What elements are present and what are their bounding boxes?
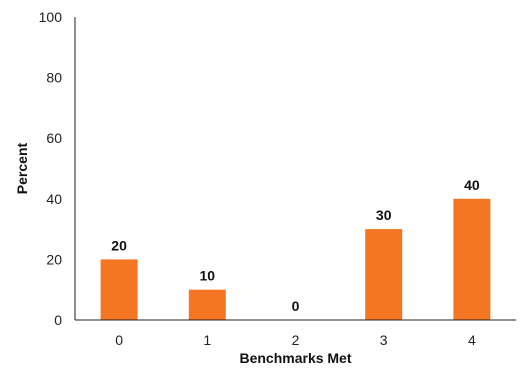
x-tick-label: 4 [468, 332, 476, 348]
bar [100, 259, 138, 320]
y-tick-label: 100 [39, 9, 63, 25]
y-tick-label: 60 [46, 130, 62, 146]
x-axis-ticks: 0 1 2 3 4 [115, 332, 476, 348]
x-tick-label: 3 [380, 332, 388, 348]
bar-data-label: 10 [200, 268, 216, 284]
x-tick-label: 2 [292, 332, 300, 348]
bar-data-label: 0 [292, 298, 300, 314]
bars [100, 198, 491, 320]
y-tick-label: 20 [46, 251, 62, 267]
bar-data-label: 30 [376, 207, 392, 223]
y-tick-label: 80 [46, 70, 62, 86]
bar-data-label: 20 [111, 237, 127, 253]
bar [453, 198, 491, 320]
bar [365, 229, 403, 320]
data-labels: 20 10 0 30 40 [111, 177, 480, 314]
bar-data-label: 40 [464, 177, 480, 193]
x-tick-label: 0 [115, 332, 123, 348]
y-tick-label: 0 [54, 312, 62, 328]
bar [188, 289, 226, 320]
x-axis-title: Benchmarks Met [239, 350, 351, 366]
y-tick-label: 40 [46, 191, 62, 207]
y-axis-title: Percent [14, 142, 30, 194]
x-tick-label: 1 [203, 332, 211, 348]
y-axis-ticks: 0 20 40 60 80 100 [39, 9, 63, 328]
